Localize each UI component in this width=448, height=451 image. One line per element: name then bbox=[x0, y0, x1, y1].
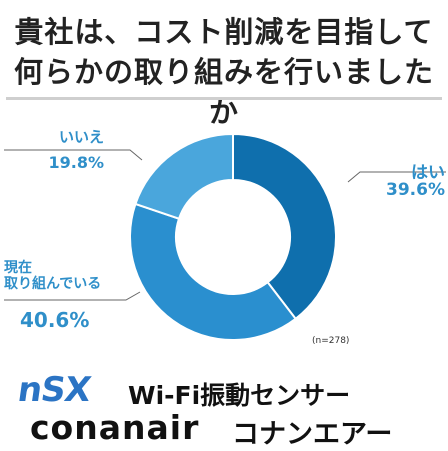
product-name: Wi-Fi振動センサー bbox=[128, 381, 351, 410]
donut-slice-0 bbox=[232, 132, 337, 321]
brand-footer: nSX Wi-Fi振動センサー conanair コナンエアー bbox=[0, 362, 448, 450]
brand-logo-icon: nSX bbox=[15, 370, 93, 410]
leader-line-2 bbox=[4, 149, 143, 161]
slice-label-2-line-0: いいえ bbox=[59, 128, 104, 146]
slice-label-1-line-0: 現在 bbox=[4, 259, 32, 276]
leader-line-1 bbox=[4, 291, 141, 301]
slice-label-1-line-1: 取り組んでいる bbox=[4, 275, 101, 292]
donut-slice-1 bbox=[129, 202, 298, 341]
brand-name: conanair bbox=[30, 408, 200, 447]
donut-slices bbox=[129, 132, 337, 341]
chart-title-line1: 貴社は、コスト削減を目指して bbox=[14, 15, 434, 49]
slice-value-label-2: 19.8% bbox=[48, 153, 104, 172]
slice-value-label-1: 40.6% bbox=[20, 308, 89, 332]
slice-value-label-0: 39.6% bbox=[386, 180, 445, 200]
slice-label-0-line-0: はい bbox=[411, 163, 445, 183]
leader-line-0 bbox=[347, 171, 446, 183]
brand-name-kana: コナンエアー bbox=[232, 419, 393, 450]
title-divider bbox=[6, 97, 442, 100]
donut-slice-2 bbox=[134, 132, 234, 220]
chart-title-line2: 何らかの取り組みを行いましたか bbox=[13, 55, 434, 129]
sample-size-note: (n=278) bbox=[312, 336, 350, 346]
